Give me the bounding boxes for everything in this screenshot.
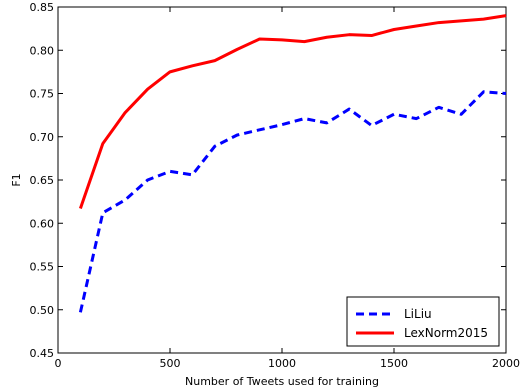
x-axis-ticks: 0 500 1000 1500 2000 bbox=[55, 7, 520, 370]
x-tick-label: 1500 bbox=[380, 357, 408, 370]
y-tick-label: 0.75 bbox=[30, 88, 55, 101]
series-line-lexnorm2015 bbox=[78, 14, 507, 210]
y-axis-label: F1 bbox=[10, 173, 23, 186]
y-tick-label: 0.60 bbox=[30, 217, 55, 230]
series-lines bbox=[78, 14, 507, 313]
y-tick-label: 0.55 bbox=[30, 261, 55, 274]
plot-area: 0.45 0.50 0.55 0.60 0.65 0.70 0.75 0.80 0.85 0 50… bbox=[30, 1, 520, 370]
x-tick-label: 2000 bbox=[492, 357, 520, 370]
series-line-liliu bbox=[78, 90, 507, 313]
legend: LiLiu LexNorm2015 bbox=[346, 296, 500, 347]
y-tick-label: 0.85 bbox=[30, 1, 55, 14]
legend-label-lexnorm2015: LexNorm2015 bbox=[404, 326, 488, 340]
x-tick-label: 0 bbox=[55, 357, 62, 370]
y-tick-label: 0.65 bbox=[30, 174, 55, 187]
legend-label-liliu: LiLiu bbox=[404, 307, 432, 321]
y-axis-ticks: 0.45 0.50 0.55 0.60 0.65 0.70 0.75 0.80 0.85 bbox=[30, 1, 506, 360]
x-axis-label: Number of Tweets used for training bbox=[185, 375, 379, 388]
legend-box bbox=[346, 296, 500, 347]
y-tick-label: 0.70 bbox=[30, 131, 55, 144]
y-tick-label: 0.80 bbox=[30, 44, 55, 57]
x-tick-label: 500 bbox=[160, 357, 181, 370]
x-tick-label: 1000 bbox=[268, 357, 296, 370]
y-tick-label: 0.50 bbox=[30, 304, 55, 317]
y-tick-label: 0.45 bbox=[30, 347, 55, 360]
